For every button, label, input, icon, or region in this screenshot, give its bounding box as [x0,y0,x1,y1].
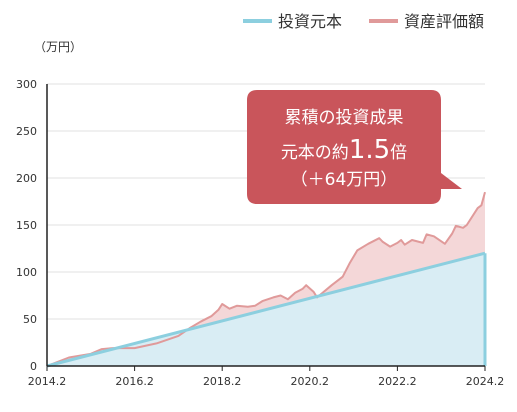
callout-line2-prefix: 元本の約 [281,143,349,163]
callout-line2-suffix: 倍 [390,143,407,163]
y-tick-label: 150 [16,219,37,232]
y-tick-label: 300 [16,78,37,91]
y-tick-label: 200 [16,172,37,185]
callout: 累積の投資成果 元本の約1.5倍 （＋64万円） [247,90,462,204]
x-tick-labels: 2014.2 2016.2 2018.2 2020.2 2022.2 2024.2 [28,375,505,388]
x-tick-label: 2020.2 [291,375,330,388]
y-tick-label: 250 [16,125,37,138]
x-tick-label: 2022.2 [378,375,417,388]
y-tick-label: 50 [23,313,37,326]
series-area [46,191,487,368]
y-tick-labels: 0 50 100 150 200 250 300 [16,78,37,373]
callout-line1: 累積の投資成果 [285,108,404,128]
callout-bubble [247,90,462,204]
y-tick-label: 0 [30,360,37,373]
callout-line3: （＋64万円） [291,170,398,190]
x-tick-label: 2016.2 [115,375,154,388]
x-tick-label: 2014.2 [28,375,67,388]
y-tick-label: 100 [16,266,37,279]
x-tick-label: 2024.2 [466,375,505,388]
legend-label-principal: 投資元本 [278,12,342,31]
legend-label-value: 資産評価額 [404,12,484,31]
callout-line2-number: 1.5 [349,135,390,165]
legend: 投資元本 資産評価額 [243,12,484,31]
callout-line2: 元本の約1.5倍 [281,135,407,165]
principal-line [46,251,486,368]
axes [46,84,486,371]
y-axis-unit-label: （万円） [34,40,82,54]
x-tick-label: 2018.2 [203,375,242,388]
